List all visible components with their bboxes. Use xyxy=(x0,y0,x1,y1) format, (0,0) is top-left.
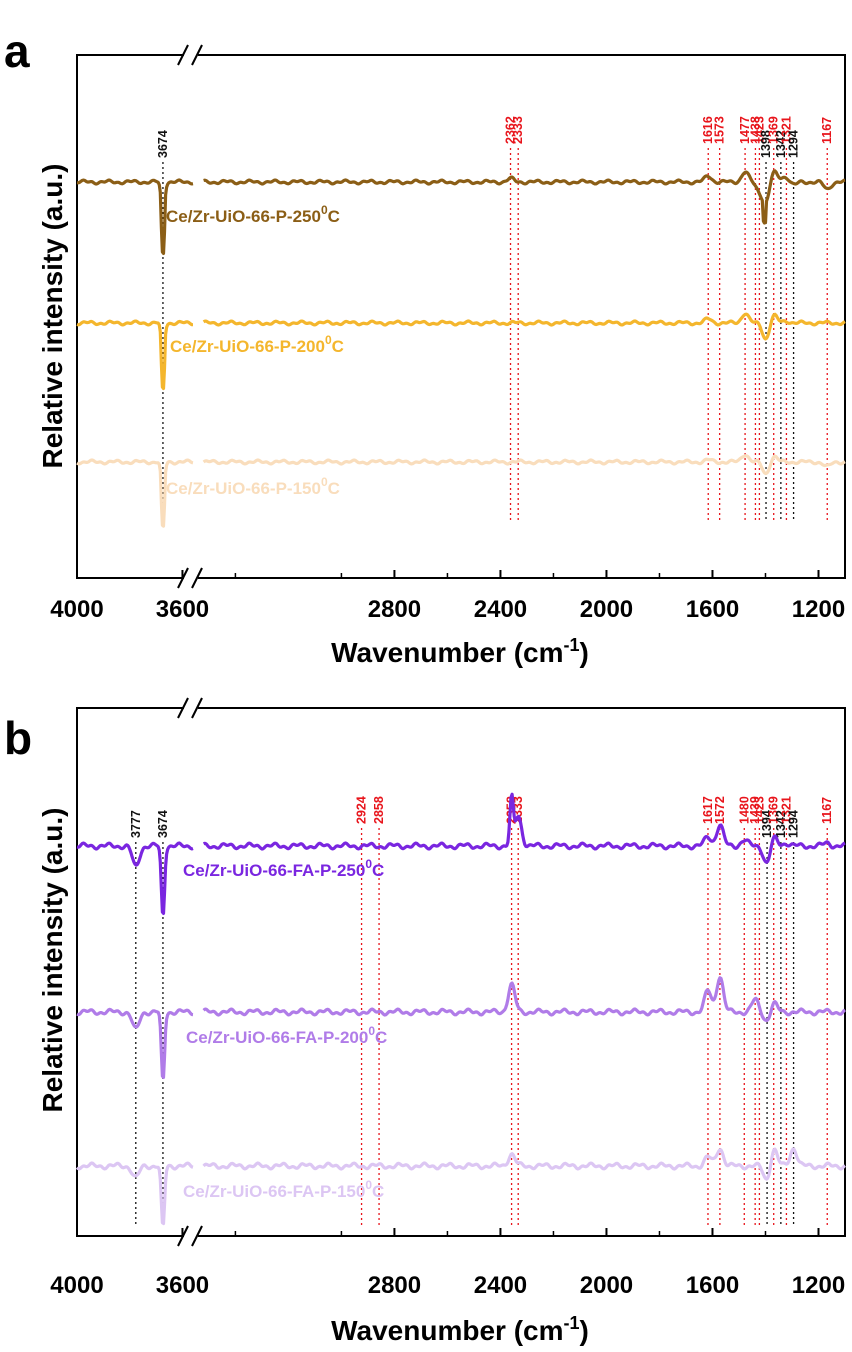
peak-label: 1617 xyxy=(701,796,715,824)
peak-label: 3674 xyxy=(156,810,170,838)
peak-label: 1342 xyxy=(774,810,788,838)
x-tick-label: 1200 xyxy=(792,1272,845,1299)
x-tick-label: 1200 xyxy=(792,596,845,623)
series-label: Ce/Zr-UiO-66-FA-P-2500C xyxy=(183,857,384,880)
axis-break-mark xyxy=(191,1225,203,1247)
x-tick-label: 2400 xyxy=(474,596,527,623)
peak-label: 1438 xyxy=(748,116,762,144)
x-tick-label: 3600 xyxy=(156,596,209,623)
spectrum-line xyxy=(76,841,194,915)
axis-break-mark xyxy=(177,44,189,66)
axis-break-mark xyxy=(191,567,203,589)
spectrum-line xyxy=(202,976,846,1023)
axis-break-gap xyxy=(184,704,198,712)
spectrum-line xyxy=(75,1161,194,1226)
x-tick-label: 2000 xyxy=(580,1272,633,1299)
x-axis-label: Wavenumber (cm-1) xyxy=(331,1313,589,1346)
spectrum-line xyxy=(203,169,846,225)
axis-break-gap xyxy=(184,51,198,59)
peak-label: 1398 xyxy=(759,130,773,158)
series-label: Ce/Zr-UiO-66-FA-P-2000C xyxy=(186,1024,387,1047)
axis-break-mark xyxy=(191,44,203,66)
plot-frame xyxy=(76,54,846,579)
spectrum-line xyxy=(202,792,846,864)
axis-break-gap xyxy=(184,574,198,582)
peak-label: 1480 xyxy=(737,796,751,824)
peak-label: 2362 xyxy=(504,116,518,144)
peak-label: 1369 xyxy=(767,796,781,824)
x-tick-label: 4000 xyxy=(50,1272,103,1299)
x-tick-label: 2800 xyxy=(368,1272,421,1299)
chart-panel-a: a 4000 3600 2800 2400 2000 1600 1200 Wavenumber … xyxy=(4,25,846,668)
peak-label: 3777 xyxy=(129,810,143,838)
x-tick-label: 3600 xyxy=(156,1272,209,1299)
x-tick-label: 2400 xyxy=(474,1272,527,1299)
peak-label: 2858 xyxy=(372,796,386,824)
peak-label: 1573 xyxy=(713,116,727,144)
spectrum-line xyxy=(202,1147,846,1181)
x-tick-label: 1600 xyxy=(686,596,739,623)
peak-label: 3674 xyxy=(156,130,170,158)
peak-label: 1342 xyxy=(774,130,788,158)
x-tick-label: 4000 xyxy=(50,596,103,623)
spectrum-line xyxy=(76,178,194,255)
y-axis-label: Relative intensity (a.u.) xyxy=(37,808,68,1113)
series-label: Ce/Zr-UiO-66-FA-P-1500C xyxy=(183,1178,384,1201)
peak-label: 1423 xyxy=(752,116,766,144)
panel-letter: b xyxy=(4,712,32,764)
chart-panel-b: b 4000 3600 2800 2400 2000 1600 1200 Wavenumber … xyxy=(4,697,846,1346)
axis-break-mark xyxy=(177,697,189,719)
peak-label: 1394 xyxy=(760,810,774,838)
spectrum-line xyxy=(202,454,846,476)
spectrum-line xyxy=(76,319,194,391)
peak-label: 1167 xyxy=(820,117,834,144)
peak-label: 1369 xyxy=(767,116,781,144)
axis-break-gap xyxy=(184,1232,198,1240)
peak-label: 1477 xyxy=(738,116,752,144)
peak-label: 1321 xyxy=(779,796,793,824)
x-axis-label: Wavenumber (cm-1) xyxy=(331,635,589,668)
x-tick-label: 1600 xyxy=(686,1272,739,1299)
spectrum-line xyxy=(76,458,194,528)
peak-label: 2924 xyxy=(355,796,369,824)
peak-label: 1423 xyxy=(752,796,766,824)
series-label: Ce/Zr-UiO-66-P-1500C xyxy=(166,475,340,498)
peak-label: 1616 xyxy=(701,116,715,144)
peak-label: 1321 xyxy=(779,116,793,144)
peak-label: 1572 xyxy=(713,796,727,824)
axis-break-mark xyxy=(191,697,203,719)
y-axis-label: Relative intensity (a.u.) xyxy=(37,164,68,469)
x-tick-label: 2800 xyxy=(368,596,421,623)
peak-label: 1167 xyxy=(820,797,834,824)
peak-label: 2333 xyxy=(511,116,525,144)
plot-frame xyxy=(76,707,846,1237)
x-tick-label: 2000 xyxy=(580,596,633,623)
peak-label: 1294 xyxy=(787,810,801,838)
panel-letter: a xyxy=(4,25,30,77)
spectrum-line xyxy=(202,312,846,341)
series-label: Ce/Zr-UiO-66-P-2500C xyxy=(166,203,340,226)
peak-label: 1439 xyxy=(748,796,762,824)
peak-label: 1294 xyxy=(787,130,801,158)
spectrum-line xyxy=(76,1007,194,1079)
series-label: Ce/Zr-UiO-66-P-2000C xyxy=(170,333,344,356)
